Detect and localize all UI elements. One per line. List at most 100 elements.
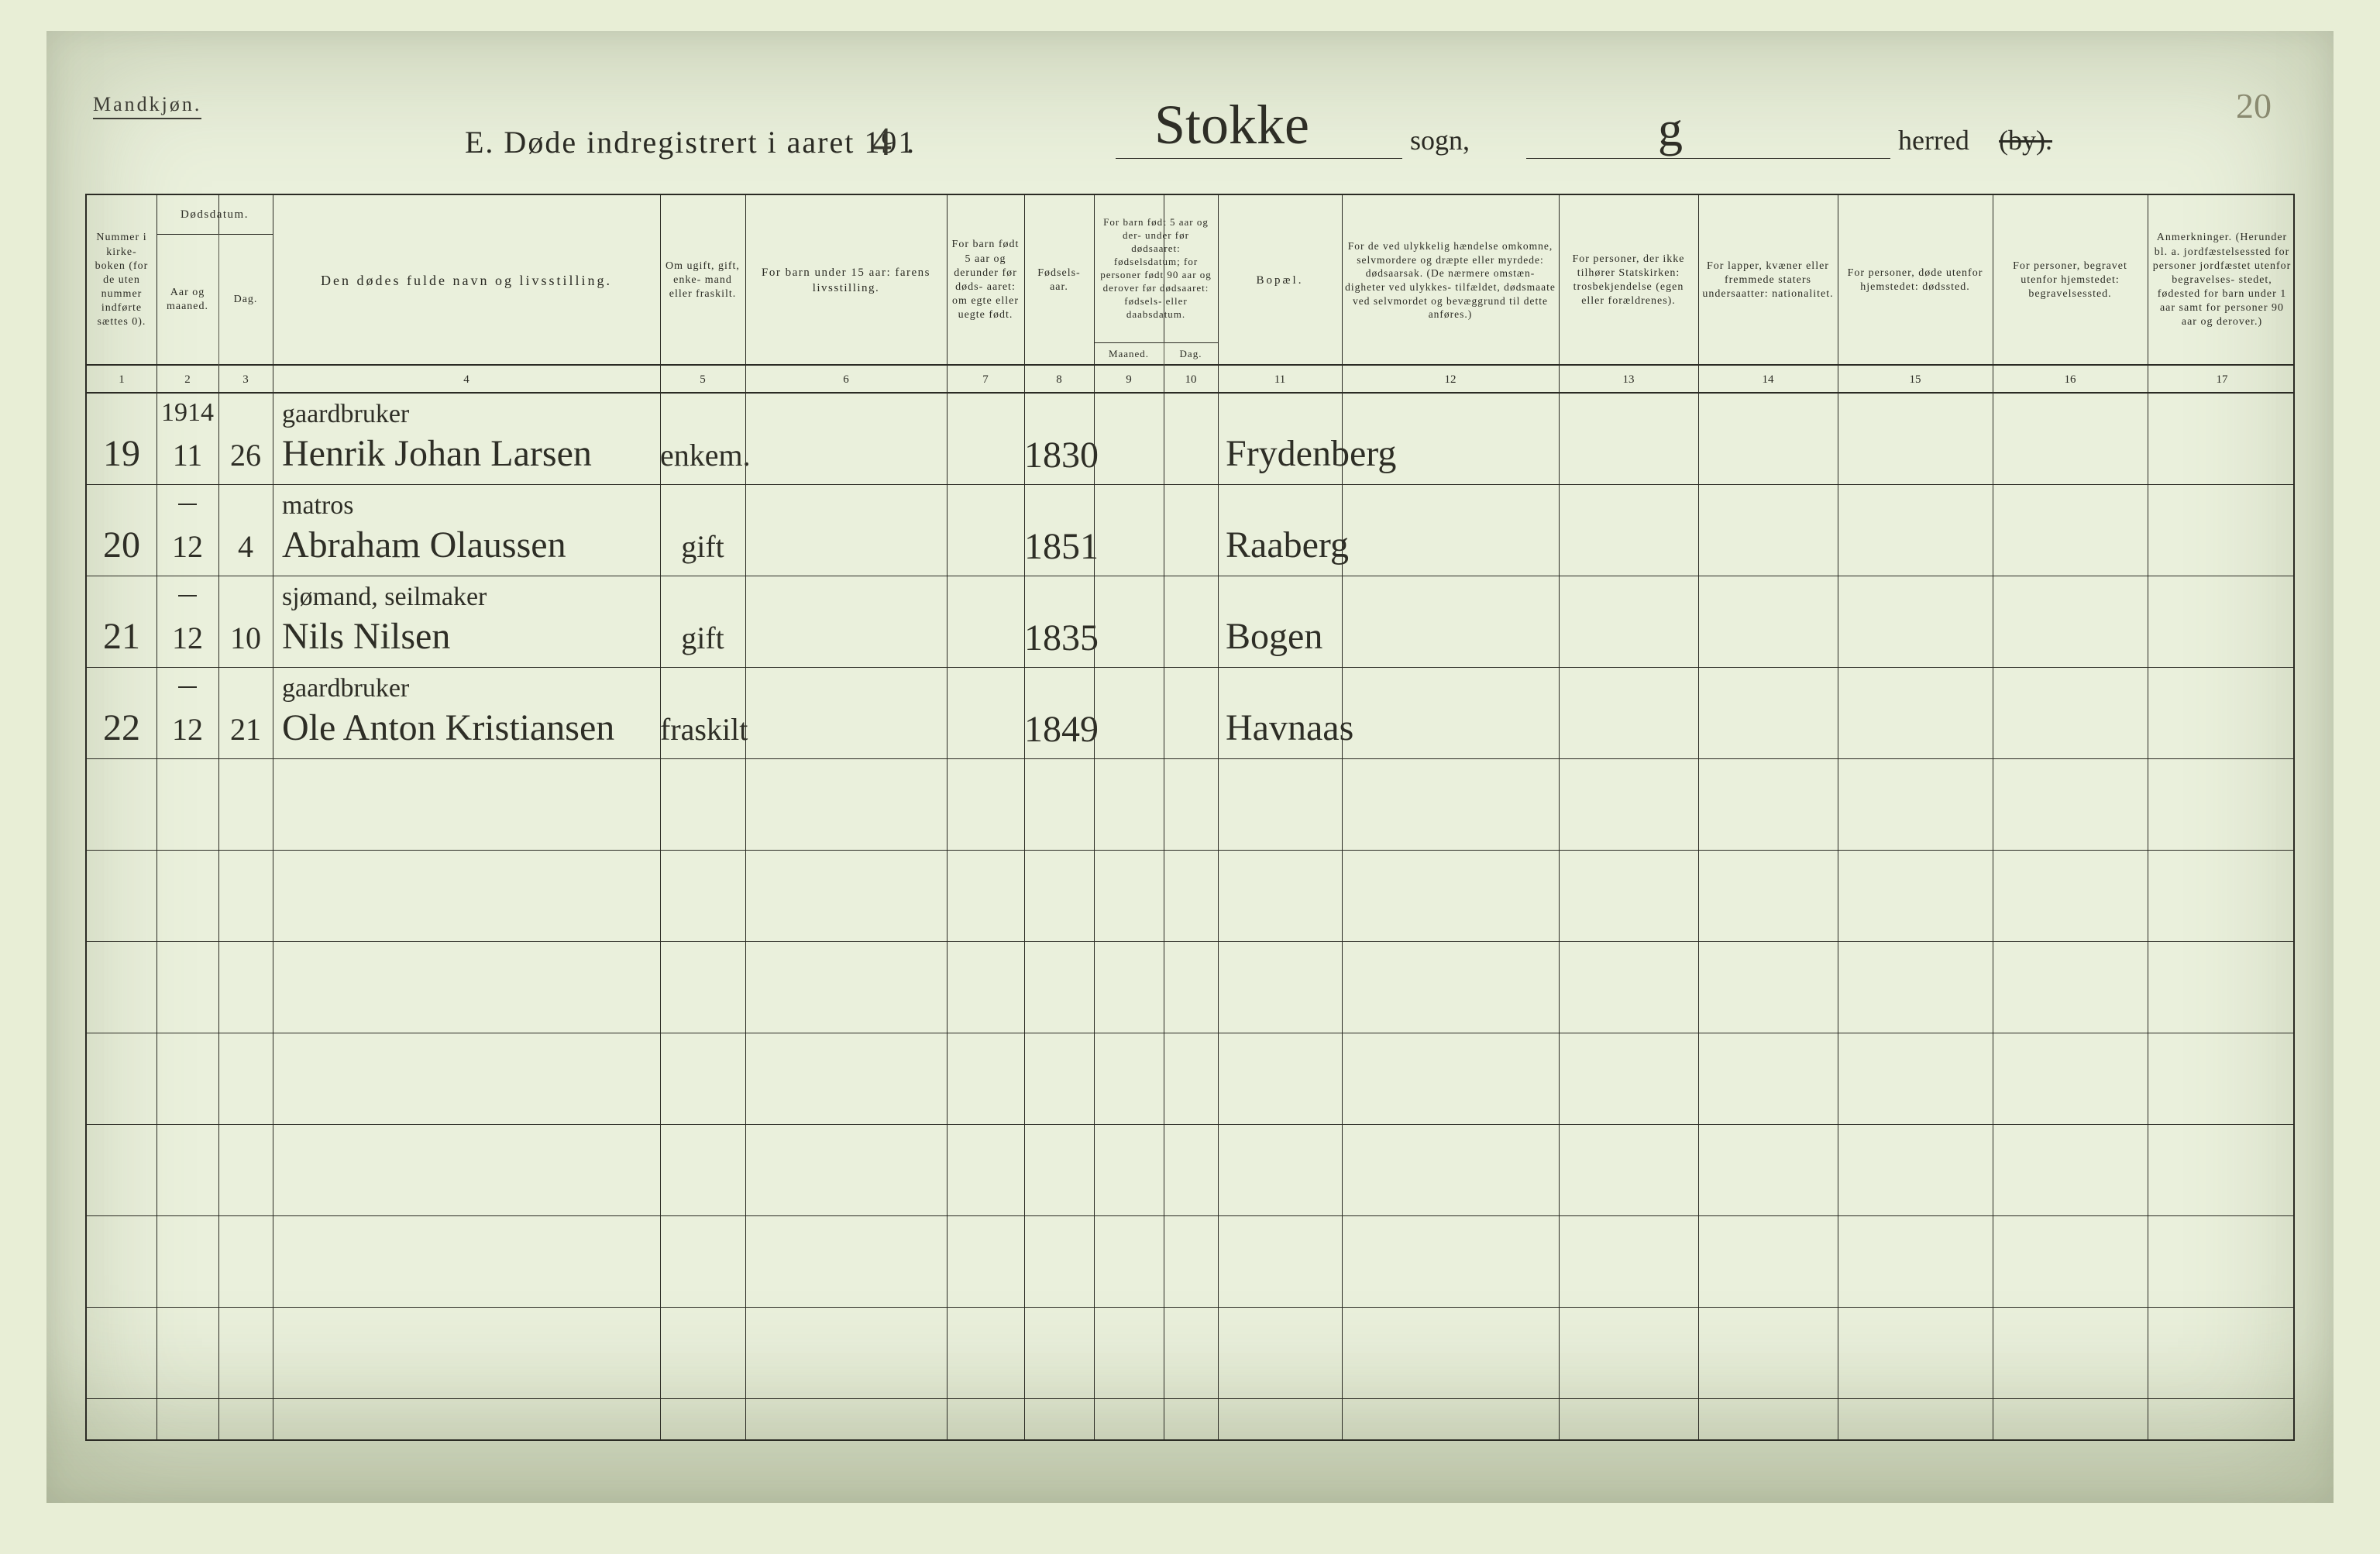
- column-number: 1: [87, 366, 156, 394]
- column-number: 2: [156, 366, 218, 394]
- page: Mandkjøn. 20 E. Døde indregistrert i aar…: [46, 31, 2334, 1503]
- title-printed: E. Døde indregistrert i aaret 191: [465, 124, 915, 160]
- by-label-struck: (by).: [1999, 124, 2052, 156]
- ditto-mark: [178, 504, 197, 505]
- column-number: 3: [218, 366, 273, 394]
- register-table: Nummer i kirke- boken (for de uten numme…: [85, 194, 2295, 1441]
- column-number: 13: [1559, 366, 1698, 394]
- table-row: [87, 1216, 2293, 1308]
- column-number: 14: [1698, 366, 1838, 394]
- header-col-9-10-top: For barn født 5 aar og der- under før dø…: [1094, 195, 1218, 342]
- column-number: 8: [1024, 366, 1094, 394]
- entry-birth-year: 1835: [1024, 617, 1094, 659]
- header-dodsdatum: Dødsdatum.: [156, 195, 273, 234]
- column-number: 15: [1838, 366, 1993, 394]
- entry-month: 12: [156, 620, 218, 656]
- entry-occupation: gaardbruker: [282, 674, 409, 703]
- entry-marital: gift: [660, 528, 745, 565]
- entry-occupation: gaardbruker: [282, 400, 409, 429]
- entry-name: Ole Anton Kristiansen: [282, 707, 614, 749]
- title-line: E. Døde indregistrert i aaret 191 4 . St…: [46, 124, 2334, 178]
- entry-year: 1914: [156, 398, 218, 428]
- entry-month: 12: [156, 711, 218, 748]
- column-number: 11: [1218, 366, 1342, 394]
- table-row: [87, 1033, 2293, 1125]
- entry-name: Nils Nilsen: [282, 615, 450, 658]
- entry-day: 26: [218, 437, 273, 473]
- page-number: 20: [2236, 85, 2272, 126]
- table-row: [87, 851, 2293, 942]
- entry-marital: fraskilt: [660, 711, 745, 748]
- header-col-7: For barn født 5 aar og derunder før døds…: [947, 195, 1024, 366]
- header-col-11-text: Bopæl.: [1257, 273, 1304, 288]
- entry-birth-year: 1849: [1024, 708, 1094, 751]
- header-col-6: For barn under 15 aar: farens livsstilli…: [745, 195, 947, 366]
- table-header: Nummer i kirke- boken (for de uten numme…: [87, 195, 2293, 366]
- entry-marital: gift: [660, 620, 745, 656]
- entry-month: 12: [156, 528, 218, 565]
- table-row: [87, 942, 2293, 1033]
- column-number: 12: [1342, 366, 1559, 394]
- header-col-3: Dag.: [218, 234, 273, 366]
- column-number: 9: [1094, 366, 1164, 394]
- ditto-mark: [178, 595, 197, 597]
- entry-month: 11: [156, 437, 218, 473]
- column-number: 10: [1164, 366, 1218, 394]
- table-row: 20124 matrosAbraham Olaussen gift 1851 Raabe…: [87, 485, 2293, 576]
- entry-number: 20: [87, 524, 156, 566]
- table-row: [87, 1125, 2293, 1216]
- entry-number: 21: [87, 615, 156, 658]
- header-col-17: Anmerkninger. (Herunder bl. a. jordfæste…: [2148, 195, 2296, 366]
- corner-label: Mandkjøn.: [93, 93, 201, 119]
- entry-birth-year: 1851: [1024, 525, 1094, 568]
- herred-handwritten: g: [1658, 101, 1683, 158]
- column-number: 17: [2148, 366, 2296, 394]
- header-col-8: Fødsels- aar.: [1024, 195, 1094, 366]
- header-col-9: Maaned.: [1094, 342, 1164, 366]
- entry-occupation: sjømand, seilmaker: [282, 583, 487, 612]
- entry-name: Abraham Olaussen: [282, 524, 566, 566]
- row-divider: [87, 1398, 2293, 1399]
- header-col-15: For personer, døde utenfor hjemstedet: d…: [1838, 195, 1993, 366]
- table-row: [87, 759, 2293, 851]
- entry-marital: enkem.: [660, 437, 745, 473]
- column-number: 4: [273, 366, 660, 394]
- sogn-handwritten: Stokke: [1154, 93, 1309, 157]
- entry-birth-year: 1830: [1024, 434, 1094, 476]
- column-number: 7: [947, 366, 1024, 394]
- entry-number: 22: [87, 707, 156, 749]
- header-col-4: Den dødes fulde navn og livsstilling.: [273, 195, 660, 366]
- header-col-1: Nummer i kirke- boken (for de uten numme…: [87, 195, 156, 366]
- sogn-label: sogn,: [1410, 124, 1470, 156]
- header-col-5: Om ugift, gift, enke- mand eller fraskil…: [660, 195, 745, 366]
- header-subdiv: [218, 234, 219, 366]
- table-row: 191914 1126 gaardbruker Henrik Johan Larsen…: [87, 394, 2293, 485]
- table-body: 191914 1126 gaardbruker Henrik Johan Larsen…: [87, 394, 2293, 1439]
- header-col-11: Bopæl.: [1218, 195, 1342, 366]
- entry-number: 19: [87, 432, 156, 475]
- header-col-10: Dag.: [1164, 342, 1218, 366]
- entry-name: Henrik Johan Larsen: [282, 432, 592, 475]
- header-col-16: For personer, begravet utenfor hjemstede…: [1993, 195, 2148, 366]
- sogn-underline: [1116, 158, 1402, 159]
- herred-label: herred: [1898, 124, 1969, 156]
- header-col-12: For de ved ulykkelig hændelse omkomne, s…: [1342, 195, 1559, 366]
- title-year-hand: 4: [872, 119, 892, 165]
- entry-occupation: matros: [282, 491, 354, 521]
- column-number: 5: [660, 366, 745, 394]
- column-number-row: 1234567891011121314151617: [87, 366, 2293, 394]
- table-row: 211210sjømand, seilmakerNils Nilsengift1…: [87, 576, 2293, 668]
- ditto-mark: [178, 686, 197, 688]
- entry-residence: Frydenberg: [1226, 432, 1396, 475]
- column-number: 6: [745, 366, 947, 394]
- entry-day: 4: [218, 528, 273, 565]
- entry-residence: Bogen: [1226, 615, 1322, 658]
- herred-underline: [1526, 158, 1890, 159]
- column-number: 16: [1993, 366, 2148, 394]
- entry-residence: Raaberg: [1226, 524, 1349, 566]
- entry-residence: Havnaas: [1226, 707, 1353, 749]
- title-period: .: [906, 124, 914, 160]
- header-col-2: Aar og maaned.: [156, 234, 218, 366]
- table-row: 221221gaardbrukerOle Anton Kristiansenfr…: [87, 668, 2293, 759]
- header-col-14: For lapper, kvæner eller fremmede stater…: [1698, 195, 1838, 366]
